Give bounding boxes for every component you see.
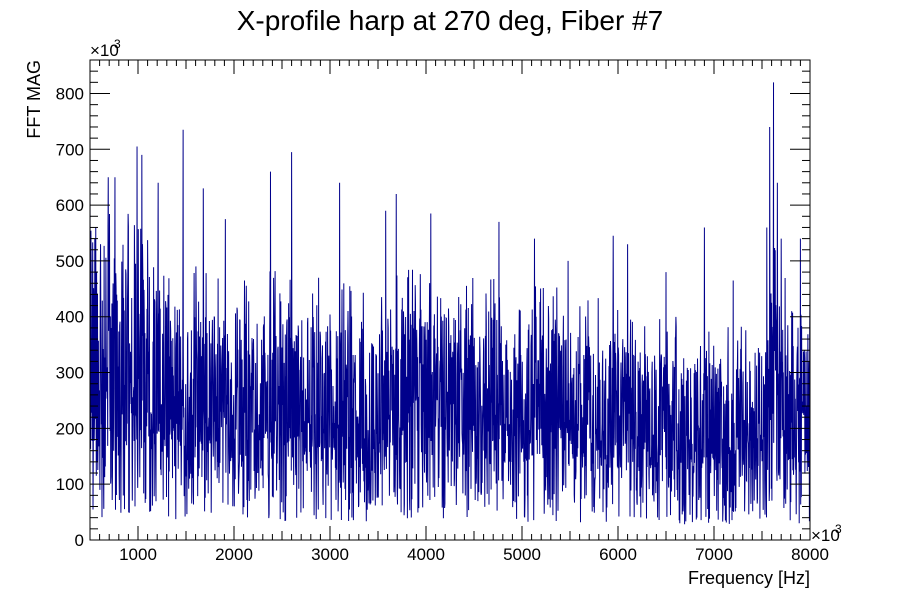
- y-tick-label: 300: [56, 364, 84, 383]
- x-tick-label: 6000: [599, 545, 637, 564]
- x-multiplier-base: ×10: [811, 526, 840, 545]
- x-tick-label: 1000: [119, 545, 157, 564]
- y-tick-label: 100: [56, 475, 84, 494]
- x-tick-label: 8000: [791, 545, 829, 564]
- plot-frame: [89, 59, 811, 541]
- ticks-layer: 1000 2000 3000 4000 5000 6000 7000 8000 0 100 200 3…: [56, 59, 829, 564]
- x-tick-label: 7000: [695, 545, 733, 564]
- x-tick-label: 5000: [503, 545, 541, 564]
- y-tick-label: 700: [56, 140, 84, 159]
- y-tick-label: 600: [56, 196, 84, 215]
- series-layer: [89, 82, 811, 525]
- y-multiplier-exponent: 3: [114, 37, 121, 51]
- y-tick-label: 0: [75, 531, 84, 550]
- x-multiplier: ×10 3: [811, 522, 842, 545]
- y-multiplier-base: ×10: [90, 41, 119, 60]
- fft-magnitude-line: [89, 82, 811, 525]
- x-tick-label: 3000: [311, 545, 349, 564]
- chart-title: X-profile harp at 270 deg, Fiber #7: [237, 5, 663, 36]
- y-axis-label: FFT MAG: [24, 60, 44, 139]
- x-tick-label: 2000: [215, 545, 253, 564]
- y-tick-label: 400: [56, 308, 84, 327]
- y-tick-label: 500: [56, 252, 84, 271]
- y-tick-label: 200: [56, 419, 84, 438]
- y-tick-label: 800: [56, 84, 84, 103]
- x-multiplier-exponent: 3: [835, 522, 842, 536]
- x-axis-label: Frequency [Hz]: [688, 568, 810, 588]
- y-multiplier: ×10 3: [90, 37, 121, 60]
- x-tick-label: 4000: [407, 545, 445, 564]
